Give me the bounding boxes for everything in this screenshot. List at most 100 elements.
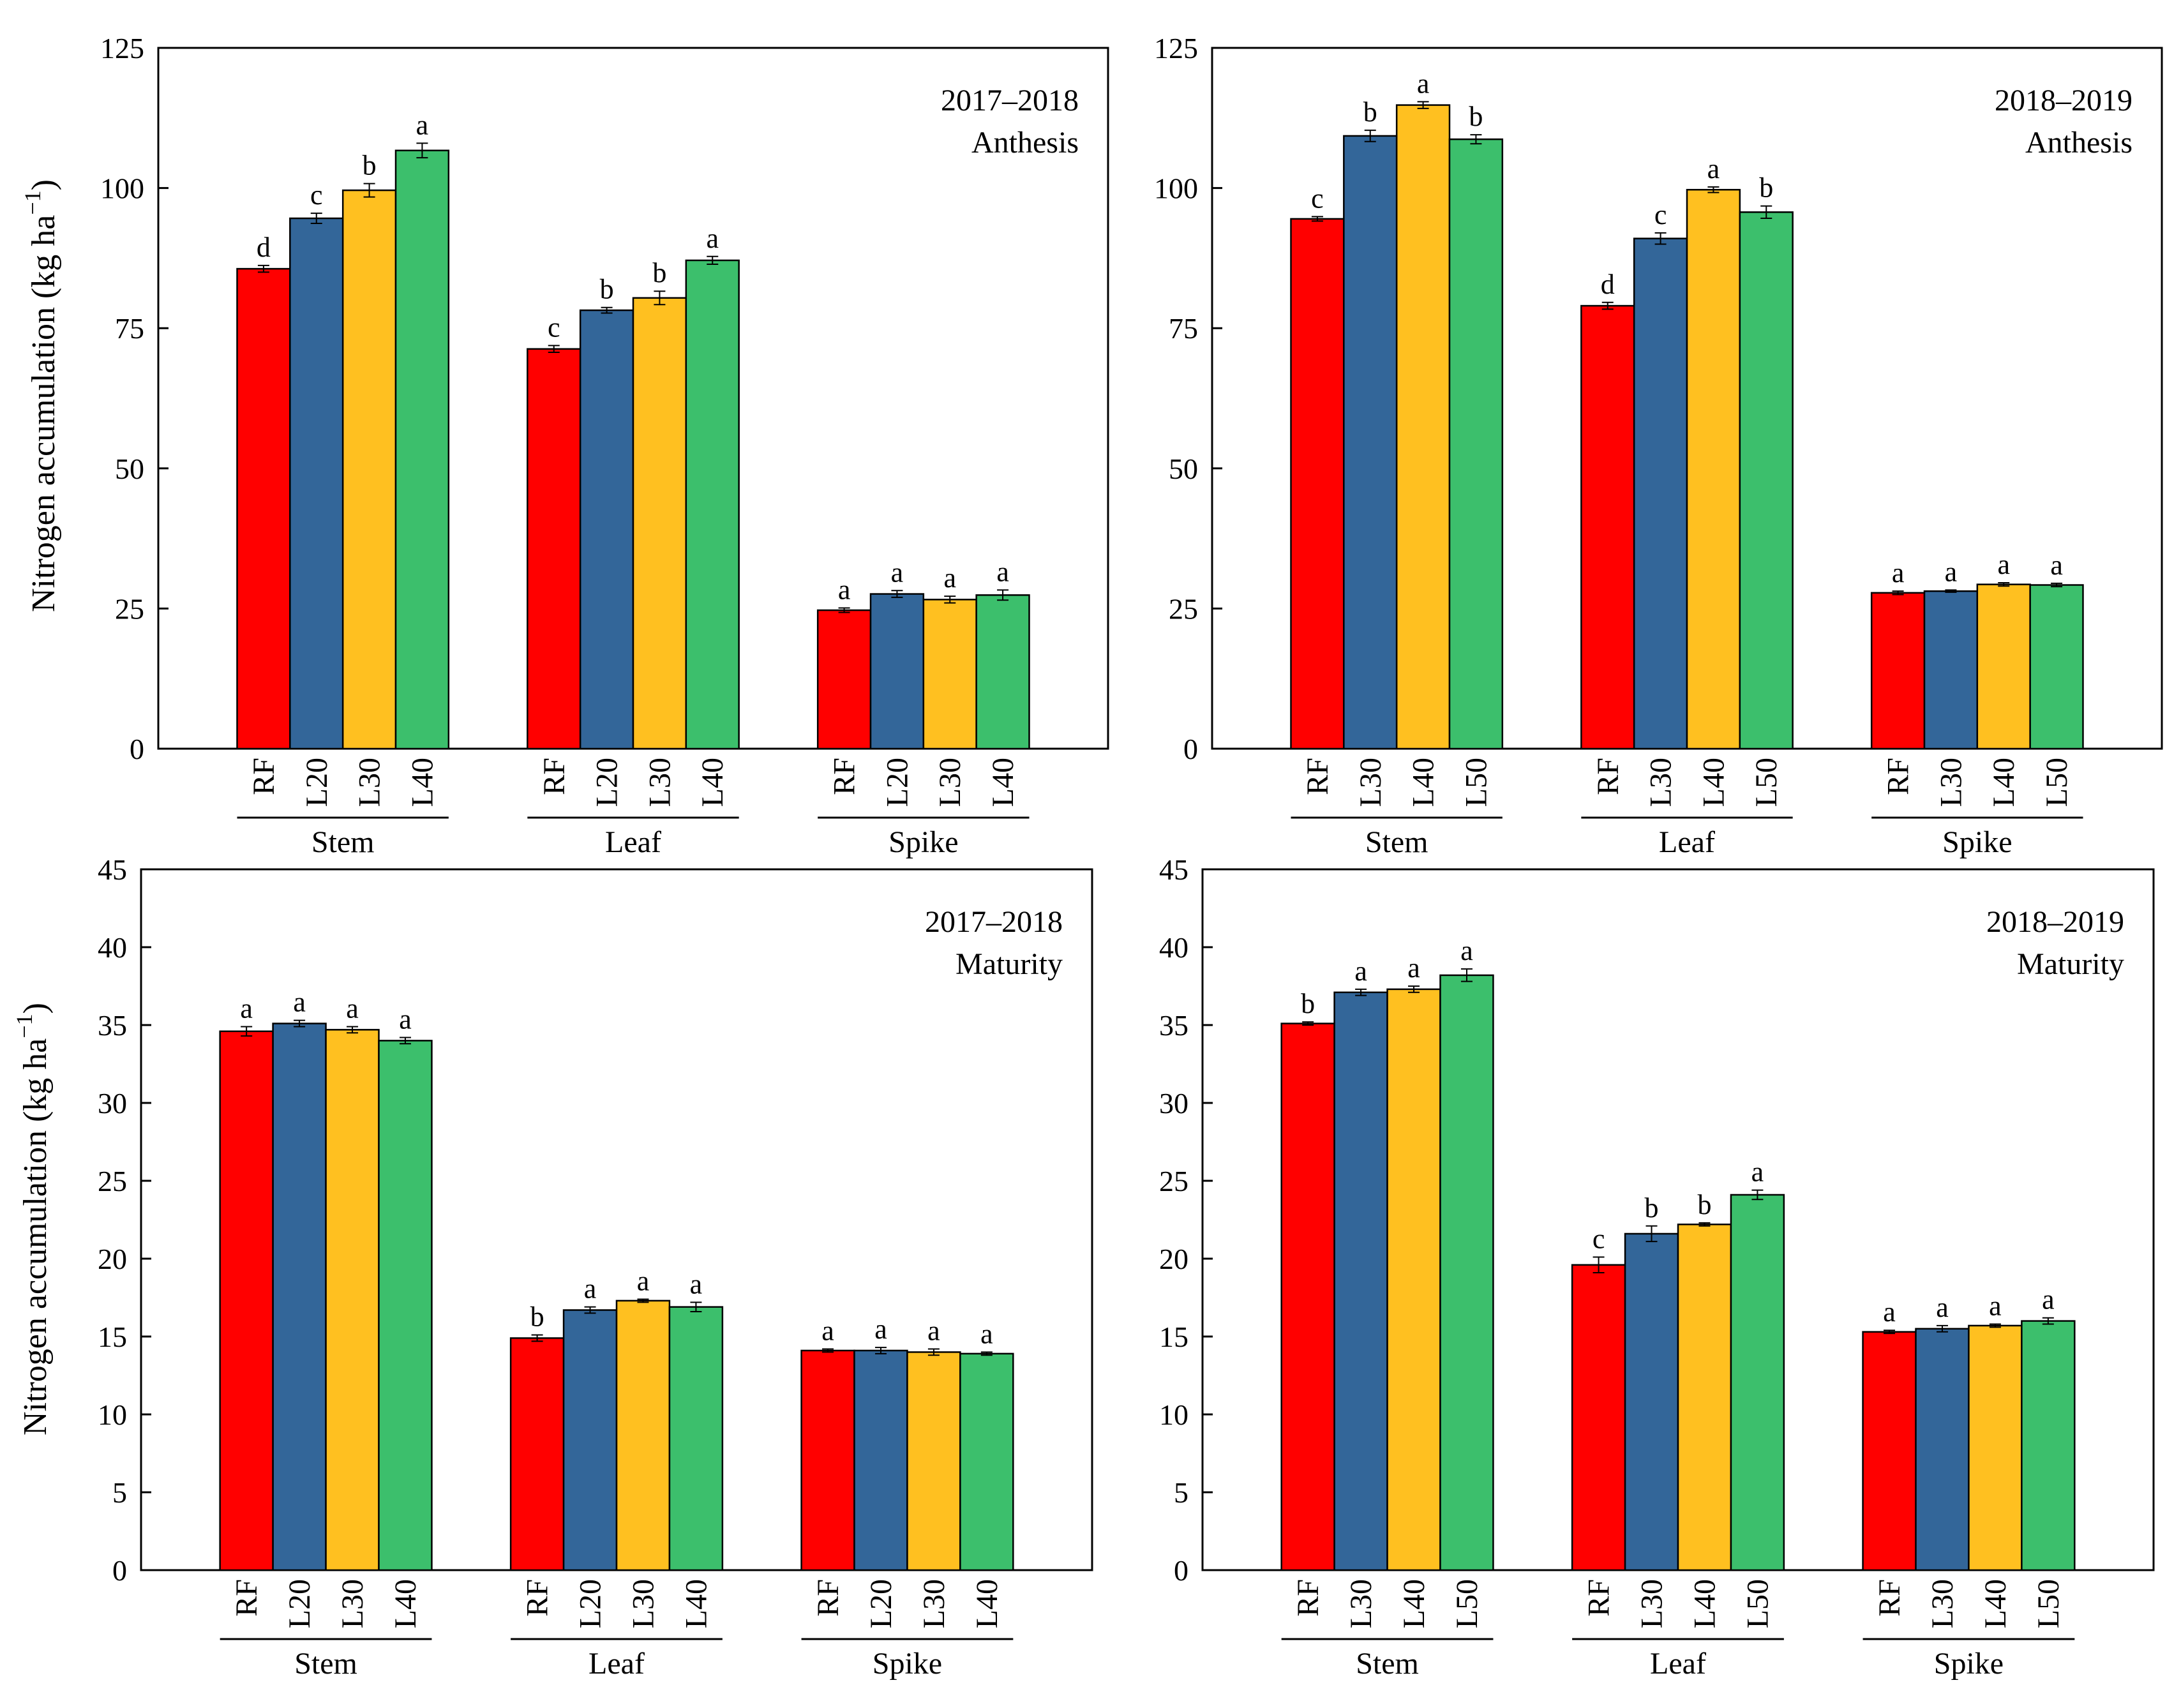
category-label: L50	[2040, 758, 2074, 807]
y-axis-title-bottom: Nitrogen accumulation (kg ha−1)	[11, 1003, 54, 1435]
significance-letter: a	[1997, 549, 2010, 580]
significance-letter: a	[293, 987, 306, 1018]
chart-panel-top-right: 0 25 50 75 100 125 c RF b L30 a L40 b L50 Stem d RF c L30 a…	[1154, 32, 2163, 859]
bar-spike-l30	[1923, 590, 1979, 750]
chart-panels: 0255075100125dRFcL20bL30aL40StemcRFbL20b…	[98, 32, 2163, 1681]
significance-letter: a	[1945, 556, 1958, 587]
group-label-stem: Stem	[311, 825, 375, 859]
category-label: L30	[1354, 758, 1388, 807]
significance-letter: b	[363, 150, 377, 181]
significance-letter: a	[838, 574, 851, 606]
bar-leaf-l30	[1633, 237, 1688, 750]
significance-letter: b	[530, 1301, 544, 1333]
significance-letter: b	[1469, 101, 1483, 132]
significance-letter: a	[1989, 1290, 2002, 1321]
season-label: 2017–2018	[925, 905, 1063, 939]
bar-leaf-l40	[1677, 1224, 1732, 1571]
significance-letter: a	[2042, 1284, 2055, 1315]
category-label: RF	[1301, 758, 1335, 795]
bar-spike-l30	[906, 1351, 961, 1571]
y-tick-label: 15	[1159, 1321, 1188, 1353]
bar-leaf-l30	[615, 1300, 671, 1571]
significance-letter: a	[2050, 550, 2063, 581]
significance-letter: a	[1417, 68, 1430, 99]
category-label: RF	[1591, 758, 1625, 795]
y-tick-label: 40	[1159, 931, 1188, 964]
significance-letter: b	[1759, 172, 1773, 204]
y-tick-label: 125	[100, 32, 144, 64]
category-label: L40	[696, 758, 730, 807]
bar-leaf-rf	[1580, 304, 1635, 750]
y-tick-label: 30	[98, 1087, 127, 1120]
category-label: RF	[521, 1579, 555, 1617]
y-tick-label: 5	[1174, 1476, 1188, 1509]
category-label: L20	[283, 1579, 317, 1628]
bar-spike-l30	[922, 599, 977, 750]
significance-letter: c	[1593, 1224, 1605, 1255]
y-tick-label: 10	[1159, 1398, 1188, 1431]
y-tick-label: 10	[98, 1398, 127, 1431]
category-label: L40	[1697, 758, 1730, 807]
significance-letter: c	[310, 179, 323, 211]
category-label: L50	[1741, 1579, 1774, 1628]
significance-letter: d	[1601, 269, 1615, 300]
category-label: L50	[1450, 1579, 1484, 1628]
significance-letter: b	[600, 274, 614, 305]
category-label: L20	[864, 1579, 898, 1628]
significance-letter: a	[1751, 1157, 1764, 1188]
category-label: L30	[1344, 1579, 1378, 1628]
significance-letter: b	[1363, 96, 1377, 128]
y-tick-label: 45	[98, 853, 127, 886]
significance-letter: a	[584, 1273, 597, 1305]
significance-letter: a	[980, 1318, 993, 1349]
season-label: 2018–2019	[1986, 905, 2124, 939]
bar-stem-l40	[378, 1040, 433, 1571]
category-label: RF	[1873, 1579, 1907, 1617]
significance-letter: a	[1407, 952, 1420, 984]
bar-spike-l40	[1976, 583, 2031, 750]
category-label: L40	[970, 1579, 1004, 1628]
category-label: L30	[917, 1579, 951, 1628]
significance-letter: a	[1354, 955, 1367, 987]
category-label: L50	[1750, 758, 1783, 807]
chart-panel-top-left: 0 25 50 75 100 125 d RF c L20 b L30 a L40 Stem c RF b L20 b…	[100, 32, 1109, 859]
group-label-leaf: Leaf	[1659, 825, 1715, 859]
significance-letter: a	[706, 223, 719, 254]
y-tick-label: 35	[1159, 1009, 1188, 1042]
group-label-spike: Spike	[1942, 825, 2012, 859]
bar-leaf-l40	[685, 259, 740, 750]
significance-letter: d	[257, 232, 271, 263]
significance-letter: a	[1883, 1296, 1896, 1328]
category-label: L40	[1407, 758, 1441, 807]
bar-spike-l40	[975, 594, 1030, 750]
category-label: L30	[1635, 1579, 1669, 1628]
y-tick-label: 25	[1169, 592, 1198, 625]
significance-letter: c	[548, 311, 560, 343]
y-tick-label: 45	[1159, 853, 1188, 886]
bar-spike-l30	[1915, 1328, 1970, 1571]
significance-letter: b	[1301, 988, 1315, 1019]
significance-letter: c	[1654, 199, 1667, 230]
bar-leaf-rf	[527, 348, 581, 750]
category-label: L40	[389, 1579, 423, 1628]
bar-leaf-l40	[668, 1306, 724, 1571]
stage-label: Maturity	[2017, 947, 2124, 981]
bar-spike-l40	[959, 1352, 1014, 1571]
y-tick-label: 25	[98, 1165, 127, 1197]
bar-leaf-l50	[1739, 211, 1794, 750]
category-label: L40	[1688, 1579, 1721, 1628]
group-label-leaf: Leaf	[1650, 1647, 1706, 1681]
bar-stem-l40	[1386, 988, 1441, 1571]
stage-label: Anthesis	[2025, 126, 2132, 160]
category-label: L40	[1987, 758, 2021, 807]
y-tick-label: 100	[1154, 172, 1198, 205]
category-label: L50	[1459, 758, 1493, 807]
category-label: L50	[2032, 1579, 2065, 1628]
y-tick-label: 0	[1183, 733, 1198, 765]
category-label: L30	[353, 758, 387, 807]
significance-letter: a	[346, 993, 359, 1024]
bar-spike-l50	[2029, 584, 2084, 750]
bar-spike-rf	[1870, 592, 1926, 750]
category-label: RF	[811, 1579, 845, 1617]
